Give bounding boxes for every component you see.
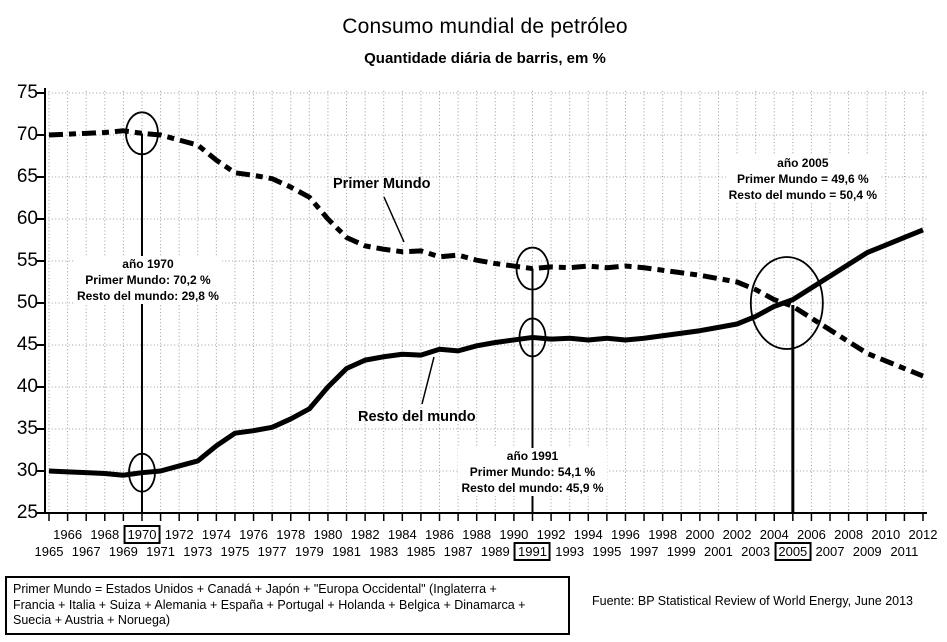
legend-line-1: Primer Mundo = Estados Unidos + Canadá +… [13, 582, 497, 596]
resto-del-mundo-pointer-line [421, 356, 435, 405]
x-tick-label-1999: 1999 [666, 544, 696, 559]
x-tick-label-1980: 1980 [313, 527, 343, 542]
legend-definition-box: Primer Mundo = Estados Unidos + Canadá +… [5, 576, 570, 635]
y-tick-label: 55 [16, 250, 38, 271]
source-note: Fuente: BP Statistical Review of World E… [592, 594, 914, 608]
x-tick-label-1969: 1969 [108, 544, 138, 559]
x-tick-label-1976: 1976 [239, 527, 269, 542]
annotation-line: año 2005 [777, 156, 829, 170]
x-tick-label-2002: 2002 [722, 527, 752, 542]
annotation-1991: año 1991 Primer Mundo: 54,1 % Resto del mu… [458, 448, 607, 496]
annotation-line: Primer Mundo = 49,6 % [736, 172, 869, 186]
x-tick-label-2006: 2006 [796, 527, 826, 542]
annotation-line: Primer Mundo: 70,2 % [85, 273, 211, 287]
annotation-line: año 1991 [506, 449, 559, 463]
x-tick-label-1998: 1998 [648, 527, 678, 542]
y-tick-label: 50 [16, 292, 38, 313]
x-tick-label-1973: 1973 [183, 544, 213, 559]
series-line-primer-mundo [48, 128, 924, 379]
x-tick-label-1993: 1993 [555, 544, 585, 559]
y-tick-label: 70 [16, 124, 38, 145]
y-tick-label: 30 [16, 460, 38, 481]
y-tick-label: 40 [16, 376, 38, 397]
annotation-line: año 1970 [122, 257, 174, 271]
annotation-line: Resto del mundo: 29,8 % [76, 289, 219, 303]
x-tick-label-1968: 1968 [90, 527, 120, 542]
annotation-1970: año 1970 Primer Mundo: 70,2 % Resto del mu… [73, 256, 222, 304]
x-tick-label-2011: 2011 [890, 544, 919, 559]
resto-del-mundo-curve-label: Resto del mundo [358, 409, 476, 425]
x-tick-label-1988: 1988 [462, 527, 492, 542]
x-tick-label-1992: 1992 [536, 527, 566, 542]
y-tick-label: 45 [16, 334, 38, 355]
x-tick-label-1987: 1987 [443, 544, 473, 559]
x-tick-label-2004: 2004 [759, 527, 789, 542]
x-tick-label-1986: 1986 [425, 527, 454, 542]
x-tick-label-2005: 2005 [774, 542, 812, 561]
annotation-line: Primer Mundo: 54,1 % [469, 465, 596, 479]
crossing-circle-marker [749, 256, 824, 350]
x-tick-label-1996: 1996 [610, 527, 640, 542]
annotation-2005: año 2005 Primer Mundo = 49,6 % Resto del m… [725, 155, 881, 203]
x-tick-label-1974: 1974 [201, 527, 231, 542]
y-tick-label: 25 [16, 502, 38, 523]
primer-mundo-pointer-line [383, 196, 405, 243]
x-tick-label-1984: 1984 [387, 527, 417, 542]
y-tick-label: 75 [16, 82, 38, 103]
x-tick-label-1985: 1985 [406, 544, 436, 559]
x-tick-label-1995: 1995 [592, 544, 622, 559]
x-tick-label-1981: 1981 [332, 544, 361, 559]
primer-mundo-curve-label: Primer Mundo [333, 176, 431, 192]
y-tick-label: 65 [16, 166, 38, 187]
x-tick-label-2008: 2008 [834, 527, 864, 542]
x-tick-label-2012: 2012 [908, 527, 938, 542]
series-line-resto-del-mundo [48, 227, 924, 478]
legend-line-3: Suecia + Austria + Noruega) [13, 613, 171, 627]
x-tick-label-1979: 1979 [294, 544, 324, 559]
x-tick-label-2003: 2003 [741, 544, 771, 559]
y-tick-label: 35 [16, 418, 38, 439]
x-tick-label-1966: 1966 [53, 527, 83, 542]
x-tick-label-2010: 2010 [871, 527, 901, 542]
chart-title: Consumo mundial de petróleo [342, 15, 628, 38]
annotation-line: Resto del mundo = 50,4 % [728, 188, 878, 202]
x-tick-label-1990: 1990 [499, 527, 529, 542]
x-tick-label-1970: 1970 [123, 525, 161, 544]
x-tick-label-1972: 1972 [164, 527, 194, 542]
chart-subtitle: Quantidade diária de barris, em % [364, 50, 606, 67]
x-tick-label-1975: 1975 [220, 544, 250, 559]
x-tick-label-1983: 1983 [369, 544, 399, 559]
x-tick-label-1965: 1965 [34, 544, 64, 559]
x-tick-label-2007: 2007 [815, 544, 845, 559]
x-tick-label-1982: 1982 [350, 527, 380, 542]
legend-line-2: Francia + Italia + Suiza + Alemania + Es… [13, 597, 526, 612]
x-tick-label-2001: 2001 [703, 544, 733, 559]
x-tick-label-1991: 1991 [514, 542, 551, 561]
annotation-line: Resto del mundo: 45,9 % [461, 481, 604, 495]
x-tick-label-1978: 1978 [276, 527, 306, 542]
x-tick-label-2000: 2000 [685, 527, 715, 542]
x-tick-label-1994: 1994 [573, 527, 603, 542]
x-tick-label-1967: 1967 [71, 544, 101, 559]
x-tick-label-1977: 1977 [257, 544, 287, 559]
x-tick-label-1971: 1971 [146, 544, 176, 559]
x-tick-label-1989: 1989 [480, 544, 510, 559]
x-tick-label-1997: 1997 [629, 544, 659, 559]
y-tick-label: 60 [16, 208, 38, 229]
x-tick-label-2009: 2009 [852, 544, 882, 559]
